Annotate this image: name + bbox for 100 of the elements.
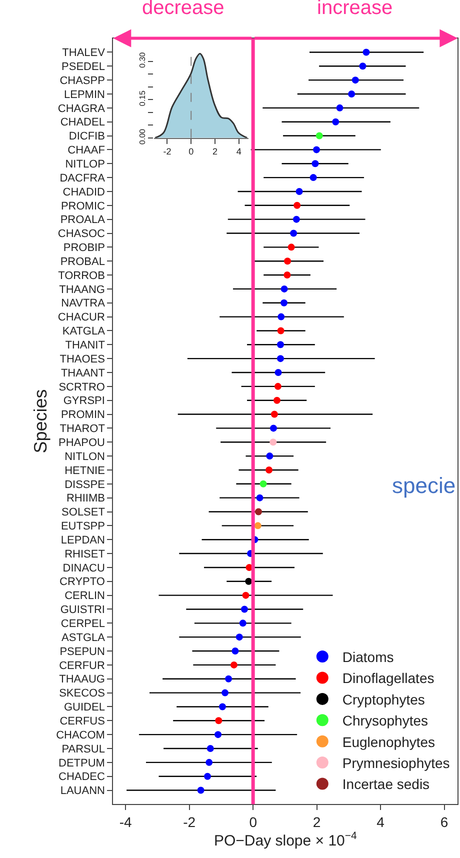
y-tick-label: 0.30 [138, 52, 147, 68]
y-tick-label: THANIT [65, 340, 106, 352]
point [232, 648, 239, 655]
y-tick-label: TORROB [58, 270, 105, 282]
point [310, 174, 317, 182]
y-tick-label: PSEDEL [62, 60, 105, 73]
y-tick-label: HETNIE [64, 464, 105, 477]
y-tick-label: NITLON [64, 450, 106, 463]
point [313, 146, 320, 154]
y-tick-label: DETPUM [58, 757, 105, 770]
y-tick-label: PROMIC [60, 200, 106, 212]
point [255, 508, 262, 516]
x-tick-label: 4 [376, 814, 385, 830]
point [290, 230, 298, 237]
y-tick-label: PROBAL [60, 256, 105, 268]
point [316, 132, 323, 140]
point [222, 689, 229, 696]
point [273, 396, 280, 404]
point [230, 661, 238, 668]
y-tick-label: 0.00 [138, 128, 147, 144]
y-tick-label: CHACUR [58, 312, 106, 324]
point [296, 188, 303, 195]
point [288, 244, 295, 251]
y-tick-label: CHACOM [56, 729, 105, 742]
legend-label: Euglenophytes [342, 734, 436, 750]
legend-label: Diatoms [342, 649, 394, 665]
y-tick-label: DACFRA [60, 172, 106, 184]
y-tick-label: DICFIB [68, 130, 105, 143]
point [274, 369, 282, 376]
y-tick-label: THAROT [60, 423, 106, 436]
x-tick-label: -2 [183, 814, 196, 830]
y-tick-label: CERLIN [64, 590, 106, 602]
y-tick-label: THALEV [62, 47, 106, 60]
y-tick-label: RHISET [64, 548, 106, 560]
point [206, 758, 213, 766]
y-tick-label: CHAAF [68, 144, 106, 157]
x-tick-label: -4 [119, 814, 132, 830]
x-tick-label: 6 [440, 814, 448, 830]
point [312, 160, 319, 168]
point [204, 772, 211, 780]
point [240, 606, 248, 613]
y-tick-label: SCRTRO [58, 381, 106, 394]
y-tick-label: PROBIP [63, 242, 105, 254]
y-tick-label: DINACU [62, 562, 106, 574]
point [218, 703, 226, 710]
point [239, 620, 246, 627]
y-tick-label: CHAGRA [58, 102, 106, 115]
point [270, 410, 278, 418]
legend-label: Dinoflagellates [342, 670, 434, 686]
y-tick-label: LEPMIN [64, 88, 105, 101]
point [236, 634, 243, 641]
point [276, 355, 284, 362]
y-tick-label: THAANT [60, 367, 106, 380]
point [362, 48, 370, 56]
legend-label: Incertae sedis [342, 776, 430, 792]
x-tick-label: 2 [212, 146, 218, 157]
y-tick-label: CHASPP [60, 74, 105, 87]
y-tick-label: CERFUS [60, 715, 105, 728]
y-tick-label: LAUANN [60, 785, 106, 798]
y-tick-label: PROMIN [60, 409, 106, 422]
point [284, 258, 291, 265]
y-tick-label: CRYPTO [60, 576, 106, 588]
point [260, 480, 267, 488]
y-tick-label: CHADEL [60, 116, 105, 129]
point [225, 675, 232, 682]
y-tick-label: THAOES [60, 353, 105, 366]
y-tick-label: PROALA [60, 214, 106, 226]
y-tick-label: LEPDAN [60, 534, 105, 546]
y-tick-label: ASTGLA [62, 632, 106, 644]
y-tick-label: THAAUG [59, 674, 105, 686]
y-tick-label: CERFUR [59, 660, 106, 672]
y-tick-label: NAVTRA [61, 298, 106, 310]
point [280, 285, 288, 292]
y-tick-label: 0.15 [138, 90, 147, 106]
y-tick-label: CHADEC [58, 771, 106, 784]
point [352, 76, 359, 84]
point [336, 104, 344, 112]
point [214, 731, 222, 738]
y-tick-label: EUTSPP [60, 520, 105, 533]
point [270, 438, 277, 446]
legend-label: Prymnesiophytes [342, 755, 450, 771]
legend-label: Chrysophytes [342, 712, 428, 729]
y-tick-label: PHAPOU [58, 436, 105, 449]
legend-label: Cryptophytes [342, 691, 425, 708]
y-tick-label: GUISTRI [60, 604, 105, 616]
y-tick-label: SOLSET [62, 506, 106, 519]
y-tick-label: GYRSPI [63, 395, 105, 408]
x-tick-label: -2 [163, 146, 172, 157]
y-tick-label: KATGLA [62, 326, 106, 338]
y-tick-label: SKECOS [59, 688, 105, 700]
point [280, 299, 288, 306]
point [284, 272, 291, 279]
annotation: specie [392, 473, 456, 498]
y-tick-label: DISSPE [64, 478, 105, 491]
point [277, 327, 284, 334]
point [266, 452, 274, 460]
point [359, 62, 366, 70]
point [348, 90, 356, 98]
point [292, 216, 300, 223]
x-axis-title: PO−Day slope × 10$^{−4}$ [214, 830, 358, 850]
